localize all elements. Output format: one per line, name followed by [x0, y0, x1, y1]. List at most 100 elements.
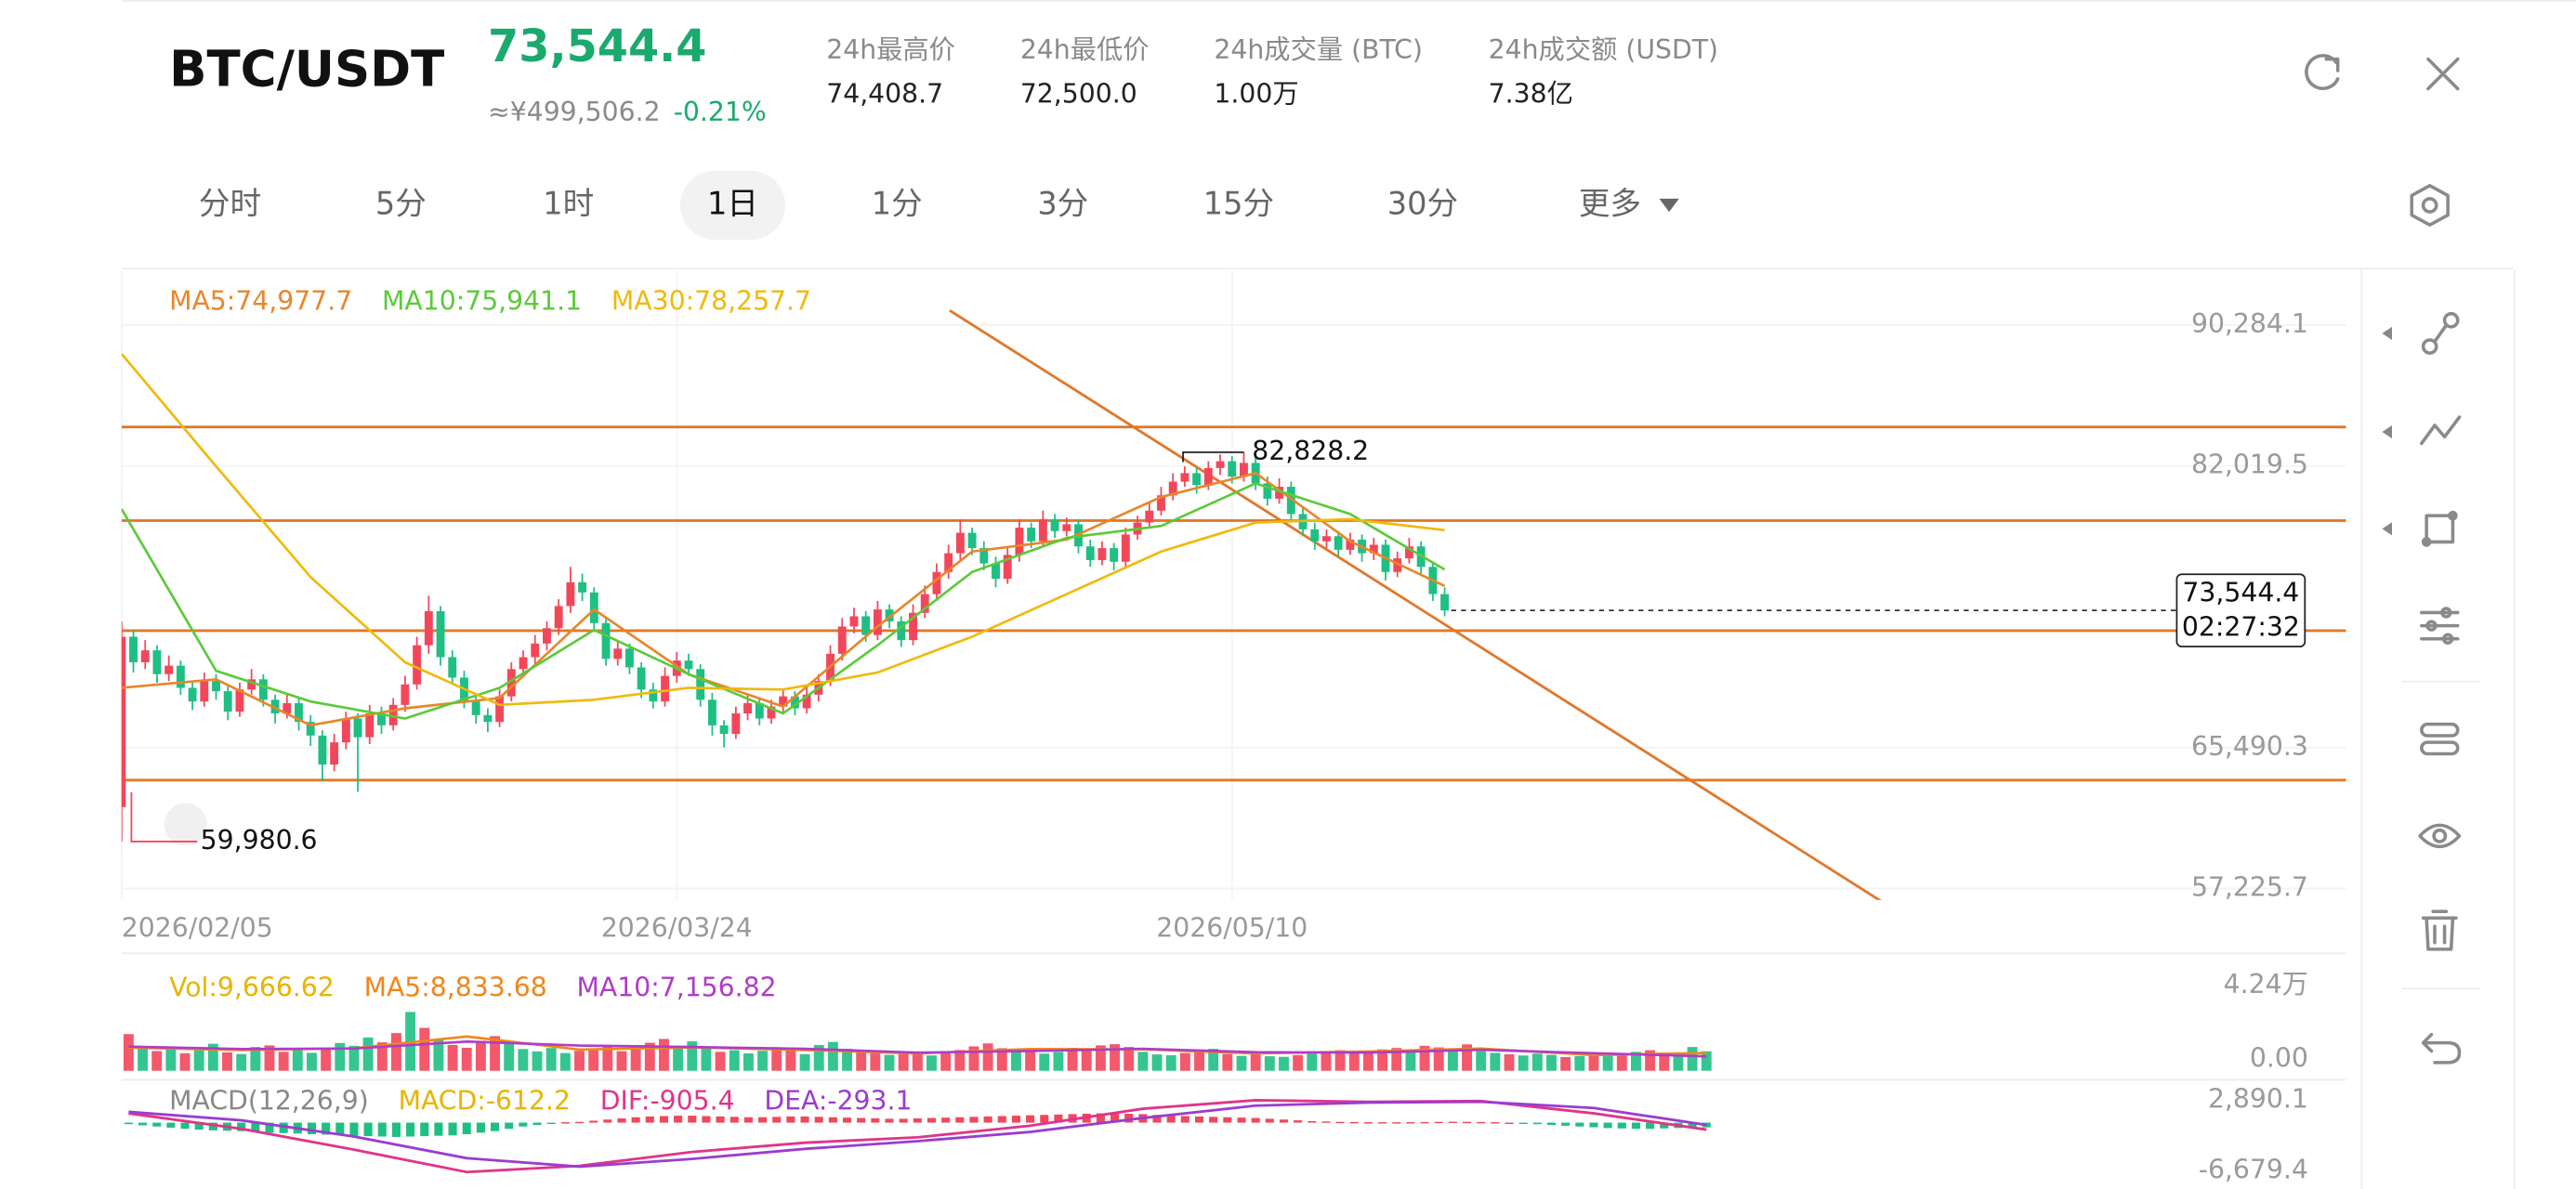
macd-bar: [152, 1122, 162, 1127]
macd-bar: [349, 1122, 359, 1136]
tab[interactable]: 1时: [543, 185, 594, 221]
volume-bar: [504, 1043, 515, 1071]
indicator-tool[interactable]: [2420, 607, 2460, 645]
volume-bar: [278, 1052, 289, 1071]
chart-settings-icon[interactable]: [2410, 184, 2450, 227]
volume-bar: [1321, 1052, 1332, 1071]
volume-bar: [1348, 1052, 1360, 1071]
line-tool[interactable]: [2421, 311, 2460, 355]
refresh-icon[interactable]: [2305, 54, 2340, 90]
visibility-tool[interactable]: [2418, 823, 2462, 849]
stat-value: 1.00万: [1214, 79, 1298, 110]
candle-body: [944, 553, 953, 572]
volume-bar: [376, 1042, 388, 1071]
candle-body: [1038, 518, 1047, 542]
template-tool[interactable]: [2420, 722, 2460, 756]
volume-bar: [715, 1052, 726, 1071]
volume-bar: [179, 1052, 191, 1071]
shape-tool[interactable]: [2421, 510, 2458, 547]
y-tick-label: -6,679.4: [2199, 1155, 2308, 1185]
tab[interactable]: 1日: [707, 185, 758, 221]
fib-tool[interactable]: [2420, 415, 2462, 446]
candle-body: [1157, 495, 1165, 511]
volume-bar: [1307, 1053, 1318, 1071]
candle-body: [613, 648, 623, 660]
macd-bar: [420, 1122, 429, 1137]
expand-arrow[interactable]: [2382, 522, 2392, 536]
candle-body: [306, 722, 315, 736]
macd-bar: [1363, 1122, 1373, 1124]
y-tick-label: 65,490.3: [2191, 731, 2308, 762]
stats: 24h最高价 74,408.7 24h最低价 72,500.0 24h成交量 (BTC)…: [826, 34, 1718, 110]
volume-bar: [856, 1052, 867, 1071]
volume-bar: [559, 1052, 571, 1071]
candle-body: [1062, 524, 1071, 531]
candle-body: [495, 696, 505, 723]
volume-bar: [1447, 1049, 1458, 1071]
y-tick-label: 90,284.1: [2191, 308, 2308, 339]
candle-body: [920, 594, 929, 613]
macd-bar: [138, 1122, 148, 1126]
tab[interactable]: 3分: [1037, 185, 1088, 221]
macd-bar: [969, 1117, 979, 1123]
candle-body: [1334, 536, 1343, 550]
volume-bar: [1025, 1049, 1036, 1071]
y-tick-label: 57,225.7: [2191, 871, 2308, 902]
candle-body: [283, 702, 292, 713]
volume-bar: [335, 1042, 346, 1071]
trend-line: [949, 308, 1882, 900]
volume-bar: [1405, 1051, 1416, 1071]
candle-body: [554, 606, 563, 629]
macd-bar: [1603, 1122, 1612, 1129]
close-icon[interactable]: [2426, 57, 2460, 91]
candle-body: [258, 679, 268, 700]
tab[interactable]: 分时: [199, 185, 261, 221]
volume-bar: [545, 1048, 557, 1071]
volume-bar: [616, 1051, 627, 1071]
macd-bar: [363, 1122, 373, 1137]
macd-bar: [659, 1116, 669, 1123]
volume-plot: [123, 1012, 1712, 1071]
candle-body: [543, 628, 551, 644]
high-label: 82,828.2: [1252, 436, 1369, 466]
macd-bar: [391, 1122, 401, 1137]
volume-bar: [1095, 1045, 1106, 1071]
expand-arrow[interactable]: [2382, 425, 2392, 439]
tab[interactable]: 1分: [872, 185, 923, 221]
stat-label: 24h成交额 (USDT): [1489, 34, 1718, 65]
candle-body: [212, 681, 220, 692]
volume-bar: [321, 1048, 332, 1071]
volume-bar: [1687, 1047, 1698, 1071]
candle-body: [341, 718, 350, 743]
tab[interactable]: 更多: [1579, 185, 1641, 221]
macd-bar: [1434, 1121, 1443, 1124]
volume-bar: [475, 1040, 486, 1071]
volume-bar: [292, 1049, 303, 1071]
volume-bar: [1039, 1053, 1050, 1071]
delete-tool[interactable]: [2421, 909, 2458, 951]
tab[interactable]: 15分: [1203, 185, 1274, 221]
volume-bar: [123, 1034, 134, 1071]
volume-bar: [1616, 1052, 1627, 1071]
stat-label: 24h最低价: [1020, 34, 1150, 65]
macd-bar: [1011, 1116, 1020, 1123]
candle-body: [1110, 548, 1119, 562]
tab[interactable]: 5分: [375, 185, 427, 221]
macd-bar: [842, 1117, 852, 1123]
volume-bar: [588, 1049, 599, 1071]
expand-arrow[interactable]: [2382, 326, 2392, 340]
macd-bar: [1321, 1121, 1331, 1123]
ma-line: [121, 481, 1446, 720]
tab[interactable]: 30分: [1387, 185, 1458, 221]
undo-tool[interactable]: [2421, 1033, 2462, 1065]
volume-bar: [1222, 1053, 1233, 1071]
candle-body: [377, 712, 386, 725]
macd-bar: [237, 1122, 246, 1131]
volume-bar: [264, 1045, 275, 1071]
volume-bar: [222, 1052, 232, 1071]
watermark-icon: [164, 803, 207, 846]
volume-bar: [165, 1047, 177, 1071]
candle-body: [731, 712, 741, 735]
candle-body: [1085, 546, 1095, 560]
volume-bar: [1293, 1054, 1304, 1071]
